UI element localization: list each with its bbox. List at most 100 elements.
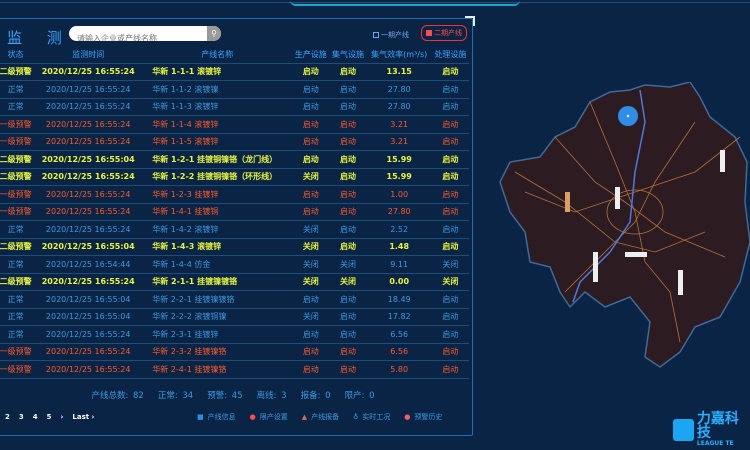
cell-name: 华新 1-1-4 滚镀锌 xyxy=(142,115,293,134)
cell-eff: 1.00 xyxy=(366,185,432,204)
page-link[interactable]: 4 xyxy=(32,413,38,421)
cell-prod: 关闭 xyxy=(292,308,330,326)
circle-icon: ● xyxy=(249,413,256,421)
filter-phase1[interactable]: 一期产线 xyxy=(373,30,409,40)
logo-name: 力嘉科技 xyxy=(696,411,739,441)
cell-gas: 启动 xyxy=(329,98,367,116)
cell-gas: 启动 xyxy=(329,325,367,344)
page-link[interactable]: 2 xyxy=(5,413,10,421)
cell-treat: 启动 xyxy=(431,308,469,326)
link-gauge[interactable]: ♁ 实时工况 xyxy=(353,412,390,422)
table-row[interactable]: 二级预警 2020/12/25 16:55:04 华新 1-2-1 挂镀铜镍铬（龙门… xyxy=(0,150,469,169)
link-label: 产线报备 xyxy=(311,413,340,421)
table-row[interactable]: 正常 2020/12/25 16:55:24 华新 1-1-2 滚镀镍 启动 启动 27.… xyxy=(0,80,469,99)
table-row[interactable]: 正常 2020/12/25 16:55:04 华新 2-2-1 挂镀镍镀铬 启动 启动 1… xyxy=(0,290,469,309)
table-row[interactable]: 二级预警 2020/12/25 16:55:24 华新 2-1-1 挂镀镍镀铬 关闭关… xyxy=(0,273,469,291)
table-row[interactable]: 一级预警 2020/12/25 16:55:24 华新 2-3-2 挂镀镍铬 启动 启动… xyxy=(0,343,469,361)
cell-treat: 关闭 xyxy=(431,273,469,291)
cell-gas: 启动 xyxy=(329,343,367,361)
cell-treat: 启动 xyxy=(431,80,469,99)
table-row[interactable]: 二级预警 2020/12/25 16:55:24 华新 1-1-1 滚镀锌 启动 启动 1… xyxy=(0,63,469,81)
table-row[interactable]: 一级预警 2020/12/25 16:55:24 华新 1-4-1 挂镀铜 启动 启动 2… xyxy=(0,203,469,221)
cell-gas: 启动 xyxy=(329,185,367,204)
filter-label: 一期产线 xyxy=(381,31,409,39)
cell-name: 华新 1-1-5 滚镀锌 xyxy=(142,133,293,151)
summary-item: 正常: 34 xyxy=(157,391,194,401)
table-row[interactable]: 正常 2020/12/25 16:55:04 华新 2-2-2 滚镀铜镍 关闭 启动 17… xyxy=(0,308,469,326)
cell-prod: 启动 xyxy=(292,360,330,379)
cell-time: 2020/12/25 16:55:24 xyxy=(34,360,143,379)
cell-eff: 0.00 xyxy=(366,273,432,291)
table-row[interactable]: 正常 2020/12/25 16:55:24 华新 1-4-2 滚镀锌 关闭 启动 2.5… xyxy=(0,220,469,239)
cell-status: 正常 xyxy=(0,98,35,116)
cell-name: 华新 1-2-1 挂镀铜镍铬（龙门线） xyxy=(142,150,293,169)
search-icon[interactable]: ⚲ xyxy=(207,26,221,41)
link-info[interactable]: ■ 产线信息 xyxy=(197,412,236,422)
cell-treat: 启动 xyxy=(431,220,469,239)
table-row[interactable]: 一级预警 2020/12/25 16:55:24 华新 1-1-5 滚镀锌 启动 启动 3… xyxy=(0,133,469,151)
filter-phase2[interactable]: 二期产线 xyxy=(421,25,467,41)
checkbox-checked-icon xyxy=(426,30,432,36)
cell-time: 2020/12/25 16:55:24 xyxy=(34,325,143,344)
cell-prod: 启动 xyxy=(292,185,330,204)
cell-treat: 启动 xyxy=(431,203,469,221)
table-row[interactable]: 正常 2020/12/25 16:54:44 华新 1-4-4 仿金 关闭 关闭 9.11… xyxy=(0,255,469,274)
company-logo: 力嘉科技 LEAGUE TE xyxy=(673,412,750,447)
page-link[interactable]: Last › xyxy=(72,413,95,421)
cell-status: 二级预警 xyxy=(0,238,35,256)
table-row[interactable]: 正常 2020/12/25 16:55:24 华新 2-3-1 挂镀锌 启动 启动 6.5… xyxy=(0,325,469,344)
alert-icon: ● xyxy=(404,413,411,421)
district-map[interactable] xyxy=(495,82,750,372)
cell-eff: 1.48 xyxy=(366,238,432,256)
cell-treat: 启动 xyxy=(431,238,469,256)
cell-status: 正常 xyxy=(0,308,35,326)
cell-status: 正常 xyxy=(0,325,35,344)
cell-gas: 启动 xyxy=(329,150,367,169)
table-row[interactable]: 二级预警 2020/12/25 16:55:24 华新 1-2-2 挂镀铜镍铬（环形… xyxy=(0,168,469,186)
cell-status: 正常 xyxy=(0,80,35,99)
link-label: 实时工况 xyxy=(362,413,391,421)
cell-eff: 5.80 xyxy=(366,360,432,379)
cell-time: 2020/12/25 16:55:24 xyxy=(34,220,143,239)
cell-prod: 关闭 xyxy=(292,220,330,239)
cell-prod: 启动 xyxy=(292,115,330,134)
cell-status: 二级预警 xyxy=(0,168,35,186)
page-link[interactable]: 5 xyxy=(46,413,52,421)
column-header: 产线名称 xyxy=(142,47,293,64)
bottom-links: ■ 产线信息 ● 限产设置 ▲ 产线报备 ♁ 实时工况 ● 预警历史 xyxy=(197,412,442,422)
page-link[interactable]: › xyxy=(60,413,64,421)
cell-treat: 启动 xyxy=(431,290,469,309)
cell-time: 2020/12/25 16:55:24 xyxy=(34,133,143,151)
pagination: 2 3 4 5 › Last › xyxy=(5,413,94,421)
cell-gas: 启动 xyxy=(329,203,367,221)
table-row[interactable]: 二级预警 2020/12/25 16:55:04 华新 1-4-3 滚镀锌 关闭 启动 1… xyxy=(0,238,469,256)
cell-eff: 15.99 xyxy=(366,150,432,169)
cell-gas: 启动 xyxy=(329,220,367,239)
cell-treat: 启动 xyxy=(431,150,469,169)
cell-status: 二级预警 xyxy=(0,150,35,169)
cell-gas: 启动 xyxy=(329,238,367,256)
cell-prod: 启动 xyxy=(292,150,330,169)
link-alert[interactable]: ● 预警历史 xyxy=(404,412,442,422)
cell-status: 正常 xyxy=(0,255,35,274)
gauge-icon: ♁ xyxy=(353,413,359,421)
search-input[interactable] xyxy=(69,31,199,41)
cell-name: 华新 1-4-3 滚镀锌 xyxy=(142,238,293,256)
cell-gas: 启动 xyxy=(329,80,367,99)
table-row[interactable]: 一级预警 2020/12/25 16:55:24 华新 1-2-3 挂镀锌 启动 启动 1… xyxy=(0,185,469,204)
cell-name: 华新 2-3-1 挂镀锌 xyxy=(142,325,293,344)
table-row[interactable]: 一级预警 2020/12/25 16:55:24 华新 2-4-1 挂镀镍铬 启动 启动… xyxy=(0,360,469,379)
cell-status: 一级预警 xyxy=(0,115,35,134)
monitor-panel: 监 测 ⚲ 一期产线 二期产线 状态监测时间产线名称生产设施集气设施集气效率(m… xyxy=(0,16,475,436)
link-circle[interactable]: ● 限产设置 xyxy=(250,412,288,422)
cell-gas: 启动 xyxy=(329,115,367,134)
cell-gas: 启动 xyxy=(329,168,367,186)
cell-status: 一级预警 xyxy=(0,133,35,151)
page-link[interactable]: 3 xyxy=(18,413,24,421)
link-label: 产线信息 xyxy=(207,413,236,421)
cell-gas: 关闭 xyxy=(329,255,367,274)
table-row[interactable]: 一级预警 2020/12/25 16:55:24 华新 1-1-4 滚镀锌 启动 启动 3… xyxy=(0,115,469,134)
cell-status: 一级预警 xyxy=(0,185,35,204)
table-row[interactable]: 正常 2020/12/25 16:55:24 华新 1-1-3 滚镀锌 启动 启动 27.… xyxy=(0,98,469,116)
link-triangle[interactable]: ▲ 产线报备 xyxy=(302,412,339,422)
